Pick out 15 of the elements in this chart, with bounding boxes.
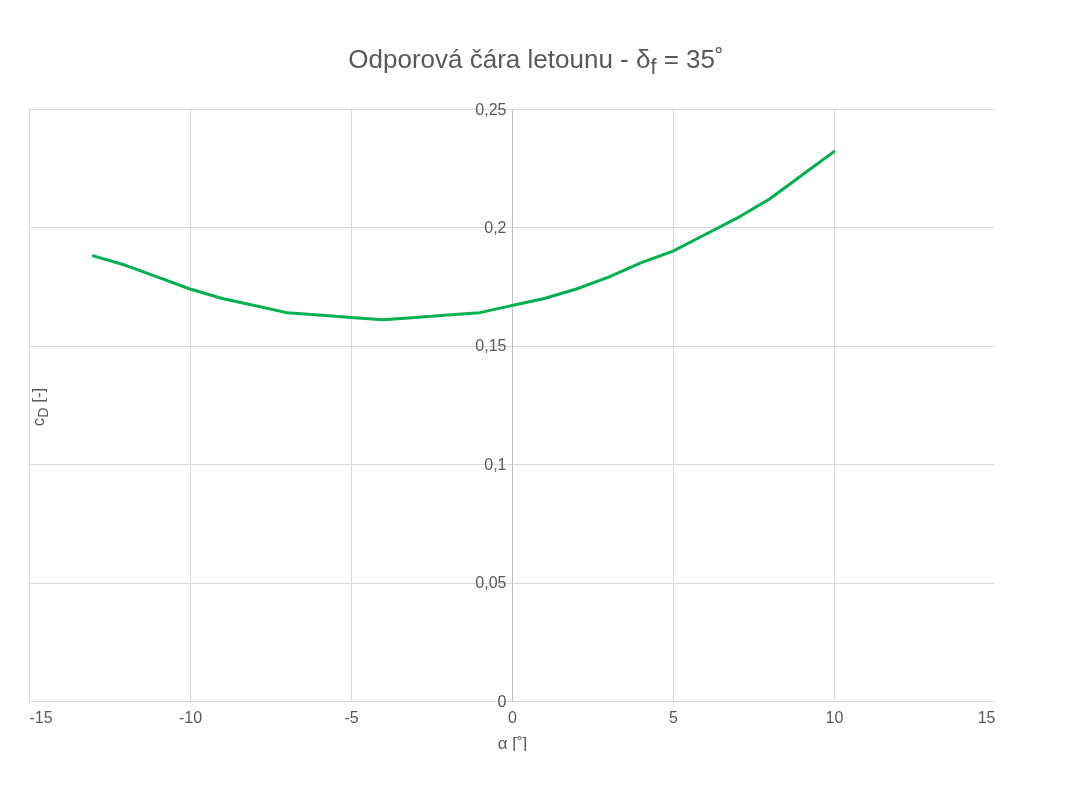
y-tick-label: 0 <box>497 692 507 710</box>
line-series <box>91 150 836 322</box>
y-tick-label: 0,05 <box>475 574 507 592</box>
x-tick-label: -15 <box>29 708 53 726</box>
chart-title: Odporová čára letounu - δ$_{f}$ = 35˚ <box>347 44 725 81</box>
x-tick-label: -5 <box>344 708 359 726</box>
y-tick-label: 0,2 <box>484 218 507 236</box>
x-tick-label: 0 <box>508 708 518 726</box>
x-tick-label: 5 <box>669 708 679 726</box>
y-tick-label: 0,25 <box>475 100 507 118</box>
x-tick-label: 10 <box>825 708 844 726</box>
x-tick-label: -10 <box>178 708 203 726</box>
x-tick-label: 15 <box>977 708 996 726</box>
y-tick-label: 0,1 <box>484 455 507 473</box>
y-tick-label: 0,15 <box>475 337 507 355</box>
